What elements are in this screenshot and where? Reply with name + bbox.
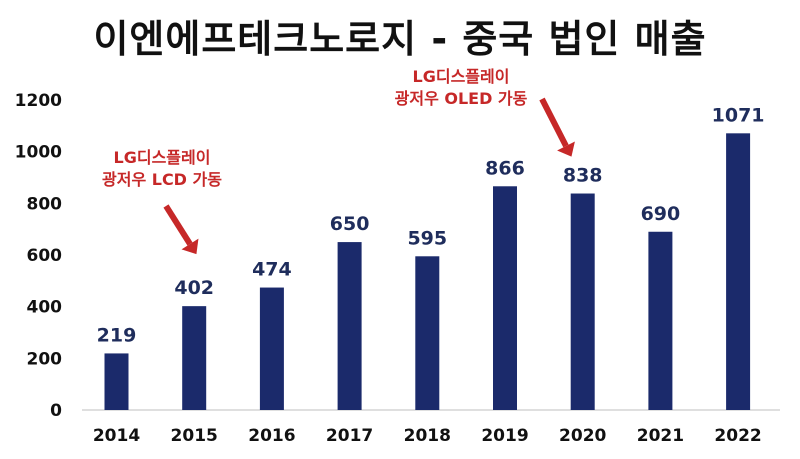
x-tick-label-2019: 2019: [481, 426, 528, 446]
data-label-2016: 474: [252, 259, 292, 281]
bar-2014: [104, 353, 129, 410]
bar-2016: [259, 287, 284, 410]
chart-title: 이엔에프테크노로지 - 중국 법인 매출: [93, 17, 707, 61]
data-label-2022: 1071: [712, 104, 765, 126]
annotation-arrow-head: [181, 238, 199, 255]
x-tick-label-2016: 2016: [248, 426, 295, 446]
y-tick-label: 1000: [15, 143, 62, 163]
data-label-2021: 690: [641, 203, 681, 225]
annotation-text: 광저우 OLED 가동: [395, 89, 528, 108]
x-tick-label-2017: 2017: [326, 426, 373, 446]
annotation-arrow-head: [557, 141, 575, 157]
annotation-arrow-shaft: [163, 204, 193, 246]
y-tick-label: 600: [27, 246, 63, 266]
data-label-2014: 219: [97, 324, 137, 346]
bar-2018: [415, 256, 440, 410]
data-label-2015: 402: [174, 277, 214, 299]
y-tick-label: 200: [27, 349, 63, 369]
bar-2020: [570, 193, 595, 410]
y-tick-label: 1200: [15, 91, 62, 111]
data-label-2019: 866: [485, 157, 525, 179]
x-tick-label-2020: 2020: [559, 426, 606, 446]
y-tick-label: 0: [50, 401, 62, 421]
x-tick-label-2022: 2022: [714, 426, 761, 446]
x-tick-label-2015: 2015: [171, 426, 218, 446]
data-label-2020: 838: [563, 165, 603, 187]
annotation-text: 광저우 LCD 가동: [102, 170, 222, 189]
x-tick-label-2021: 2021: [637, 426, 684, 446]
x-tick-label-2014: 2014: [93, 426, 140, 446]
annotation-text: LG디스플레이: [114, 148, 211, 167]
bar-2022: [726, 133, 751, 410]
bar-2021: [648, 231, 673, 410]
bar-2017: [337, 242, 362, 410]
y-tick-label: 800: [27, 194, 63, 214]
annotation-arrow-shaft: [539, 97, 569, 148]
bar-2019: [493, 186, 517, 410]
bar-2015: [182, 306, 207, 410]
y-tick-label: 400: [27, 298, 63, 318]
x-tick-label-2018: 2018: [404, 426, 451, 446]
annotation-text: LG디스플레이: [413, 67, 510, 86]
data-label-2018: 595: [407, 227, 447, 249]
data-label-2017: 650: [330, 213, 370, 235]
